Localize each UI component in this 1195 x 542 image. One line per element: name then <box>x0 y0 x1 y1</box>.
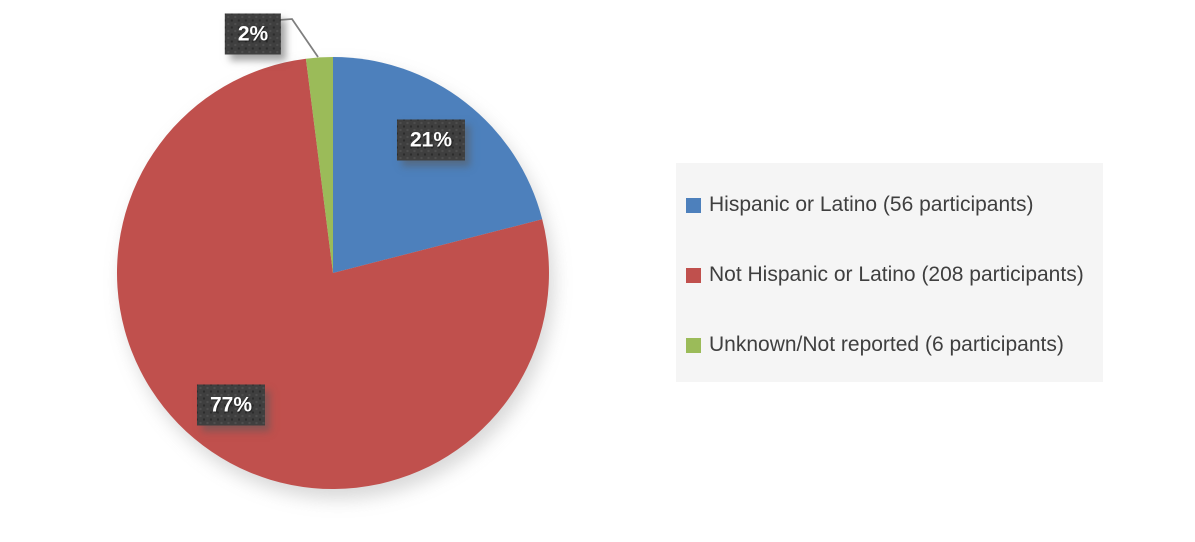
pie-slice-2 <box>116 58 549 489</box>
legend-item-hispanic: Hispanic or Latino (56 participants) <box>686 194 1034 216</box>
legend-item-not-hispanic: Not Hispanic or Latino (208 participants… <box>686 264 1084 286</box>
percent-label-not-hispanic: 77% <box>197 385 265 426</box>
pie-slice-3 <box>305 57 333 273</box>
legend-label-unknown: Unknown/Not reported (6 participants) <box>709 333 1064 356</box>
legend-item-unknown: Unknown/Not reported (6 participants) <box>686 334 1064 356</box>
pie-slices <box>116 57 549 489</box>
legend-swatch-not-hispanic <box>686 267 701 283</box>
legend-swatch-unknown <box>686 337 701 353</box>
legend-label-not-hispanic: Not Hispanic or Latino (208 participants… <box>709 263 1084 286</box>
pie-slice-1 <box>333 57 543 273</box>
legend-swatch-hispanic <box>686 197 701 213</box>
label-leader-line <box>278 18 319 58</box>
percent-label-unknown: 2% <box>225 14 281 55</box>
legend: Hispanic or Latino (56 participants) Not… <box>676 163 1103 382</box>
legend-label-hispanic: Hispanic or Latino (56 participants) <box>709 193 1034 216</box>
percent-label-hispanic: 21% <box>397 120 465 161</box>
